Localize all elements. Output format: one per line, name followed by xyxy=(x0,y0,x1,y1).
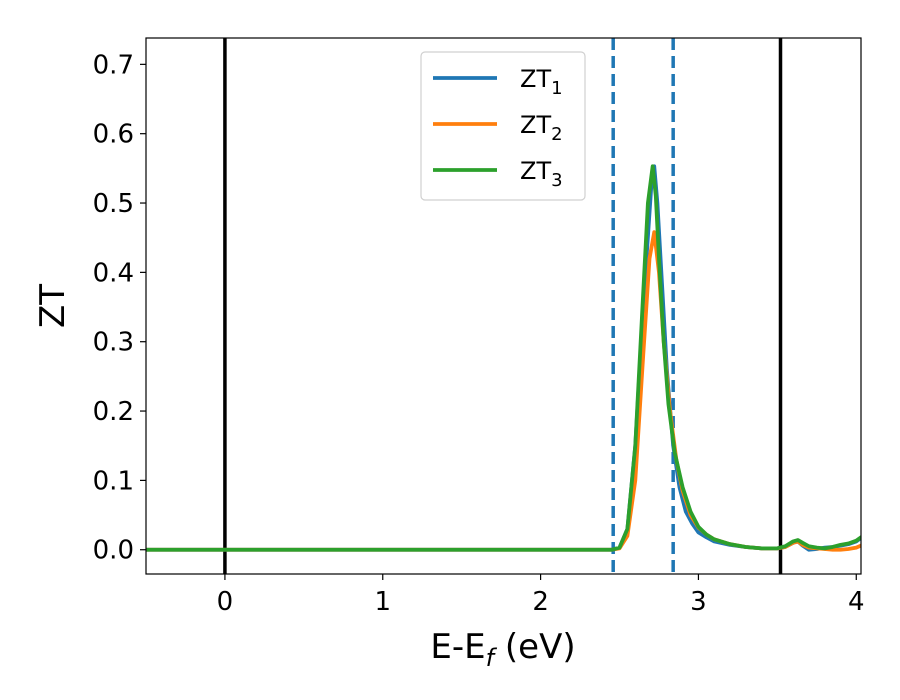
legend-label-main: ZT xyxy=(520,157,551,185)
series-line-zt1 xyxy=(146,164,861,552)
x-axis-label-main: E-E xyxy=(430,627,485,667)
reference-lines xyxy=(223,38,783,574)
y-tick-label: 0.4 xyxy=(93,258,134,288)
x-axis: 0 1 2 3 4 xyxy=(217,574,865,617)
y-tick-label: 0.2 xyxy=(93,397,134,427)
x-tick-label: 4 xyxy=(848,587,865,617)
legend-box xyxy=(420,51,586,201)
y-axis-label: ZT xyxy=(33,284,73,328)
legend-label-sub: 3 xyxy=(551,170,562,191)
x-tick-label: 2 xyxy=(532,587,549,617)
legend-label: ZT3 xyxy=(520,157,563,191)
x-axis-label-suffix: (eV) xyxy=(494,627,576,667)
y-tick-label: 0.3 xyxy=(93,328,134,358)
series-layer xyxy=(146,164,861,552)
y-tick-label: 0.6 xyxy=(93,120,134,150)
plot-frame xyxy=(145,37,862,575)
x-tick-label: 3 xyxy=(690,587,707,617)
x-tick-label: 1 xyxy=(374,587,391,617)
y-tick-label: 0.5 xyxy=(93,189,134,219)
x-tick-label: 0 xyxy=(217,587,234,617)
y-axis: 0.0 0.1 0.2 0.3 0.4 0.5 0.6 0.7 xyxy=(93,50,146,566)
series-line-zt2 xyxy=(146,230,861,552)
legend-label-main: ZT xyxy=(520,65,551,93)
y-tick-label: 0.1 xyxy=(93,466,134,496)
legend-label-sub: 2 xyxy=(551,124,562,145)
legend-label: ZT1 xyxy=(520,65,563,99)
legend-label-sub: 1 xyxy=(551,78,562,99)
legend-label-main: ZT xyxy=(520,111,551,139)
y-tick-label: 0.7 xyxy=(93,50,134,80)
y-tick-label: 0.0 xyxy=(93,536,134,566)
legend-label: ZT2 xyxy=(520,111,563,145)
x-axis-label: E-Ef (eV) xyxy=(430,627,575,672)
series-line-zt3 xyxy=(146,164,861,552)
